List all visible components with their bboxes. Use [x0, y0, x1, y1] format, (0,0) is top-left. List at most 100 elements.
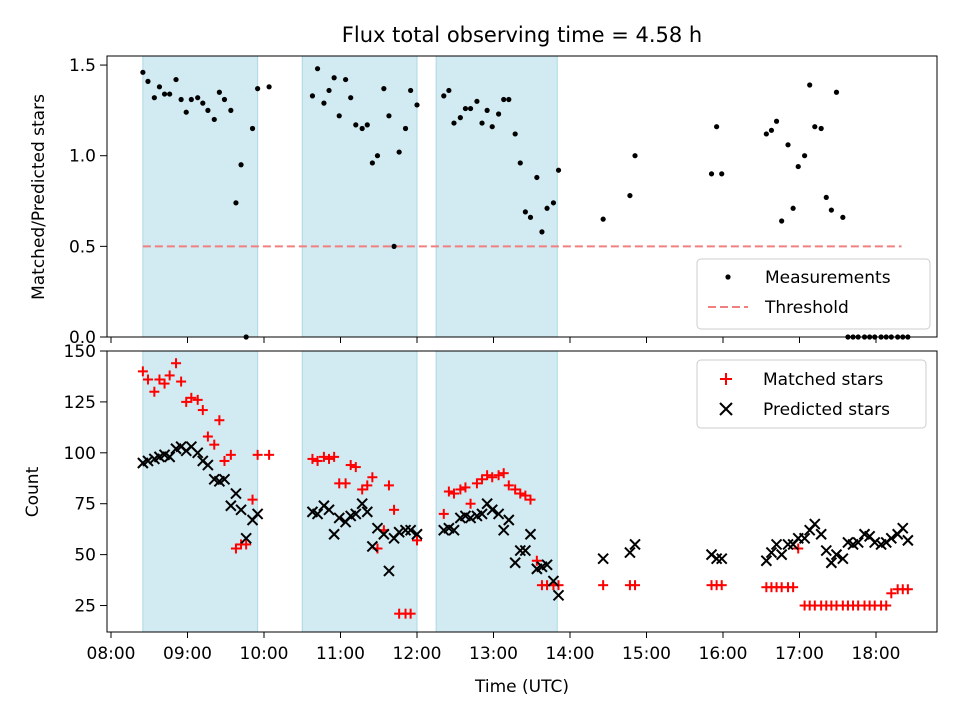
matched-star-point: [252, 449, 263, 460]
matched-star-point: [164, 370, 175, 381]
measurement-point: [496, 111, 502, 117]
y-tick-label: 0.5: [69, 237, 96, 257]
y-tick-label: 25: [74, 597, 96, 617]
measurement-point: [221, 96, 228, 103]
x-tick-label: 12:00: [393, 644, 442, 664]
measurement-point: [812, 124, 818, 130]
shaded-interval: [301, 350, 418, 633]
x-tick-label: 10:00: [240, 644, 289, 664]
measurement-point: [255, 86, 261, 92]
measurement-point: [479, 120, 485, 126]
predicted-star-point: [366, 540, 379, 553]
predicted-star-point: [798, 532, 811, 545]
predicted-star-point: [519, 544, 532, 557]
measurement-point: [249, 125, 256, 132]
measurement-point: [353, 122, 359, 128]
measurement-point: [512, 131, 518, 137]
matched-star-point: [340, 478, 351, 489]
matched-star-point: [264, 449, 275, 460]
predicted-star-point: [404, 524, 417, 536]
measurement-point: [321, 100, 327, 106]
matched-star-point: [241, 539, 252, 550]
predicted-star-point: [815, 528, 827, 540]
predicted-star-point: [624, 546, 636, 559]
y-tick-label: 0.0: [69, 328, 96, 348]
measurement-point: [343, 76, 349, 83]
y-tick-label: 1.5: [69, 56, 96, 76]
measurement-point: [414, 102, 420, 108]
measurement-point: [462, 105, 469, 112]
predicted-star-point: [492, 508, 505, 520]
measurement-point: [719, 171, 725, 177]
panel-top-frame: [106, 55, 938, 338]
predicted-star-point: [378, 528, 390, 540]
y-tick-label: 125: [64, 393, 96, 413]
measurement-point: [763, 131, 769, 137]
measurement-point: [386, 113, 392, 119]
matched-star-point: [329, 451, 340, 462]
measurement-point: [331, 75, 337, 81]
predicted-star-point: [552, 589, 565, 602]
measurement-point: [205, 107, 211, 113]
shaded-interval: [142, 350, 259, 633]
predicted-star-point: [852, 536, 864, 549]
measurement-point: [600, 216, 606, 222]
legend-bottom-box: [696, 359, 927, 429]
matched-star-point: [312, 455, 323, 466]
measurement-point: [151, 95, 157, 101]
predicted-star-point: [830, 548, 843, 561]
panel-bottom-frame: [106, 350, 938, 633]
predicted-star-point: [541, 559, 553, 571]
measurement-point: [555, 167, 562, 173]
legend-top: Measurements Threshold: [696, 258, 931, 330]
measurement-point: [161, 91, 168, 97]
matched-star-point: [154, 374, 165, 385]
y-tick-label: 50: [74, 546, 96, 566]
y-tick-label: 1.0: [69, 147, 96, 167]
predicted-star-point: [897, 522, 909, 534]
shaded-interval: [301, 55, 418, 338]
measurement-point: [396, 149, 402, 155]
matched-star-point: [438, 508, 449, 519]
predicted-star-point: [809, 518, 821, 530]
matched-star-point: [598, 580, 609, 591]
panel-bottom-plot: [137, 358, 914, 619]
measurement-point: [451, 120, 457, 126]
matched-star-point: [230, 543, 241, 554]
measurement-point: [140, 69, 146, 75]
predicted-star-point: [476, 508, 488, 520]
measurement-point: [484, 107, 490, 113]
matched-star-point: [389, 504, 400, 515]
measurement-point: [314, 66, 321, 72]
predicted-star-point: [820, 544, 832, 557]
matched-star-point: [510, 484, 521, 495]
y-tick-label: 75: [74, 495, 96, 515]
measurement-point: [391, 243, 397, 249]
predicted-star-point: [497, 524, 510, 536]
measurement-point: [795, 163, 801, 170]
predicted-star-point: [775, 548, 788, 561]
measurement-point: [506, 96, 512, 103]
measurement-point: [527, 214, 534, 220]
x-tick-label: 17:00: [775, 644, 824, 664]
measurement-point: [833, 89, 840, 95]
panel-top-y-label: Matched/Predicted stars: [29, 94, 49, 300]
measurement-point: [167, 91, 173, 97]
measurement-point: [216, 89, 222, 95]
legend-measurements-label: Measurements: [765, 268, 891, 288]
matched-star-point: [482, 470, 493, 481]
measurement-point: [178, 96, 184, 103]
predicted-star-point: [486, 504, 498, 516]
matched-star-point: [197, 405, 208, 416]
panel-top: 0.0 0.5 1.0 1.5 Matched/Predicted stars Mea…: [29, 55, 938, 348]
predicted-star-point: [235, 504, 247, 516]
predicted-star-point: [837, 552, 849, 565]
measurement-point: [359, 125, 365, 132]
measurement-point: [474, 98, 480, 104]
measurement-point: [544, 205, 550, 211]
measurement-point: [156, 84, 163, 90]
predicted-star-point: [869, 536, 881, 549]
measurement-point: [173, 76, 179, 83]
predicted-star-point: [230, 487, 242, 500]
